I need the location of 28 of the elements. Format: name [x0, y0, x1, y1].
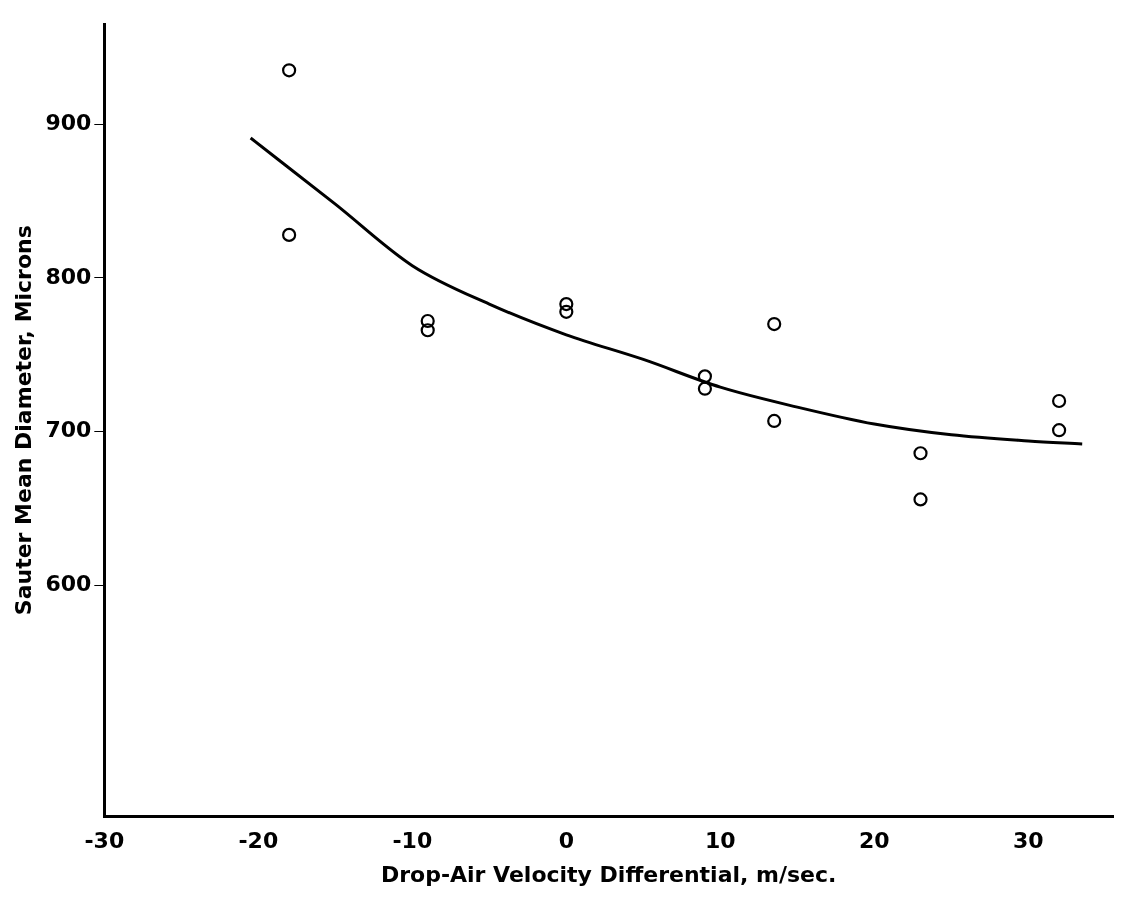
point [559, 304, 574, 319]
x-tick-label: -10 [392, 828, 433, 854]
x-tick-label: -30 [84, 828, 125, 854]
point [1052, 423, 1067, 438]
x-tick-label: 10 [705, 828, 736, 854]
y-tick-label: 700 [45, 417, 92, 443]
point [282, 227, 297, 242]
y-tick-label: 900 [45, 109, 92, 135]
x-tick-label: 30 [1012, 828, 1044, 854]
x-tick-label: 0 [558, 828, 574, 854]
x-axis-title: Drop-Air Velocity Differential, m/sec. [380, 861, 837, 887]
y-tick-label: 800 [45, 263, 92, 289]
point [559, 296, 574, 312]
point [913, 446, 928, 461]
point [1052, 393, 1067, 409]
point [697, 381, 713, 396]
point [420, 313, 435, 329]
point [767, 413, 782, 429]
x-tick-label: 20 [858, 828, 890, 854]
point [767, 316, 782, 332]
line-series [249, 136, 1084, 446]
point [420, 323, 435, 338]
point [697, 369, 713, 384]
y-tick-label: 600 [45, 571, 92, 597]
point [913, 492, 928, 507]
x-tick-label: -20 [238, 828, 279, 854]
point [282, 63, 297, 78]
y-axis-title: Sauter Mean Diameter, Microns [10, 225, 36, 616]
